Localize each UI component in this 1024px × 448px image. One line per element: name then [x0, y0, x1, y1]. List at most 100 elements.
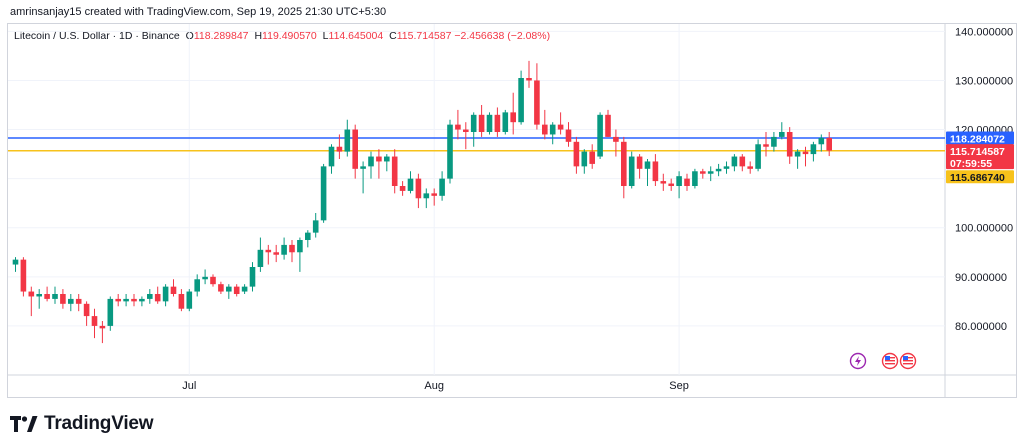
candle	[376, 149, 382, 179]
candle	[581, 149, 588, 174]
candle-body	[731, 156, 738, 167]
candle-body	[328, 146, 335, 167]
candle	[360, 161, 366, 194]
brand-name: TradingView	[44, 413, 154, 434]
candle-body	[233, 286, 240, 294]
candle	[447, 119, 453, 184]
us-flag-icon[interactable]	[881, 352, 899, 370]
candle-body	[486, 114, 493, 132]
candle	[526, 60, 532, 88]
candle	[621, 136, 627, 199]
candle-body	[312, 220, 319, 233]
close-value: 115.714587	[396, 30, 452, 42]
candle	[273, 244, 279, 263]
symbol-title[interactable]: Litecoin / U.S. Dollar · 1D · Binance	[14, 30, 180, 42]
candle-body	[391, 156, 398, 186]
candle	[628, 151, 635, 189]
candle	[368, 151, 374, 179]
brand-footer[interactable]: TradingView	[10, 410, 154, 438]
us-flag-icon[interactable]	[899, 352, 917, 370]
yellow-line-badge-text: 115.686740	[950, 172, 1005, 184]
candle	[818, 134, 825, 152]
candle-body	[423, 193, 430, 199]
candle-body	[36, 294, 42, 297]
y-tick-label: 90.000000	[955, 272, 1007, 284]
candle-body	[810, 144, 817, 155]
candle	[692, 168, 698, 189]
candle-body	[139, 298, 145, 302]
blue-line-badge-text: 118.284072	[950, 133, 1005, 145]
candle	[384, 154, 390, 172]
time-axis[interactable]: Jul Aug Sep	[182, 380, 689, 392]
candle-body	[52, 294, 58, 299]
candle	[534, 63, 540, 130]
candle	[470, 112, 477, 147]
candle-body	[352, 129, 358, 169]
candle	[202, 269, 208, 285]
lightning-icon[interactable]	[849, 352, 867, 370]
grid-lines	[8, 24, 1016, 398]
candle	[352, 124, 358, 179]
candle-body	[739, 156, 746, 167]
candle	[328, 144, 335, 174]
candle-body	[723, 166, 730, 169]
high-label: H	[254, 30, 263, 42]
y-tick-label: 80.000000	[955, 321, 1007, 333]
candle	[289, 240, 295, 263]
symbol-legend: Litecoin / U.S. Dollar · 1D · Binance O1…	[14, 30, 550, 42]
candle	[83, 301, 90, 326]
candle-body	[794, 151, 801, 157]
candle-body	[439, 178, 445, 196]
candle-body	[715, 168, 722, 172]
candle	[786, 127, 793, 164]
candle	[218, 281, 224, 294]
candle-body	[589, 151, 595, 164]
candle	[131, 294, 137, 307]
candle-body	[447, 124, 453, 179]
candle-body	[652, 161, 659, 182]
candle	[297, 237, 303, 272]
candle	[439, 171, 445, 201]
candle	[573, 136, 580, 174]
candle	[684, 173, 690, 191]
candle-body	[281, 244, 287, 255]
candle	[676, 171, 682, 199]
candle-body	[455, 124, 461, 130]
candle-body	[684, 178, 690, 186]
candle-body	[60, 294, 66, 304]
candle	[241, 284, 248, 294]
y-tick-label: 130.000000	[955, 75, 1013, 87]
candle-body	[692, 171, 698, 186]
candle	[115, 294, 121, 307]
low-label: L	[322, 30, 329, 42]
candle	[463, 122, 469, 150]
candle	[194, 274, 200, 297]
candle-body	[257, 249, 264, 267]
chart-frame	[7, 23, 1017, 398]
candle	[162, 284, 169, 307]
candle	[660, 173, 667, 191]
candle-body	[115, 298, 121, 302]
candle	[755, 139, 761, 172]
candle-body	[818, 137, 825, 145]
candle-body	[597, 114, 603, 157]
candle	[431, 188, 437, 206]
candle	[391, 149, 398, 194]
candle-body	[123, 298, 129, 302]
candle-body	[755, 144, 761, 169]
candle	[700, 168, 706, 179]
candle	[320, 163, 327, 223]
candle	[542, 109, 548, 140]
candle-body	[628, 156, 635, 186]
candle	[565, 122, 572, 147]
blue-line-badge-bg	[946, 131, 1014, 145]
candle-body	[415, 178, 422, 199]
candle	[589, 144, 595, 169]
candle-body	[131, 298, 137, 302]
candle-body	[20, 259, 27, 292]
candle	[494, 107, 501, 137]
candle-body	[320, 166, 327, 221]
